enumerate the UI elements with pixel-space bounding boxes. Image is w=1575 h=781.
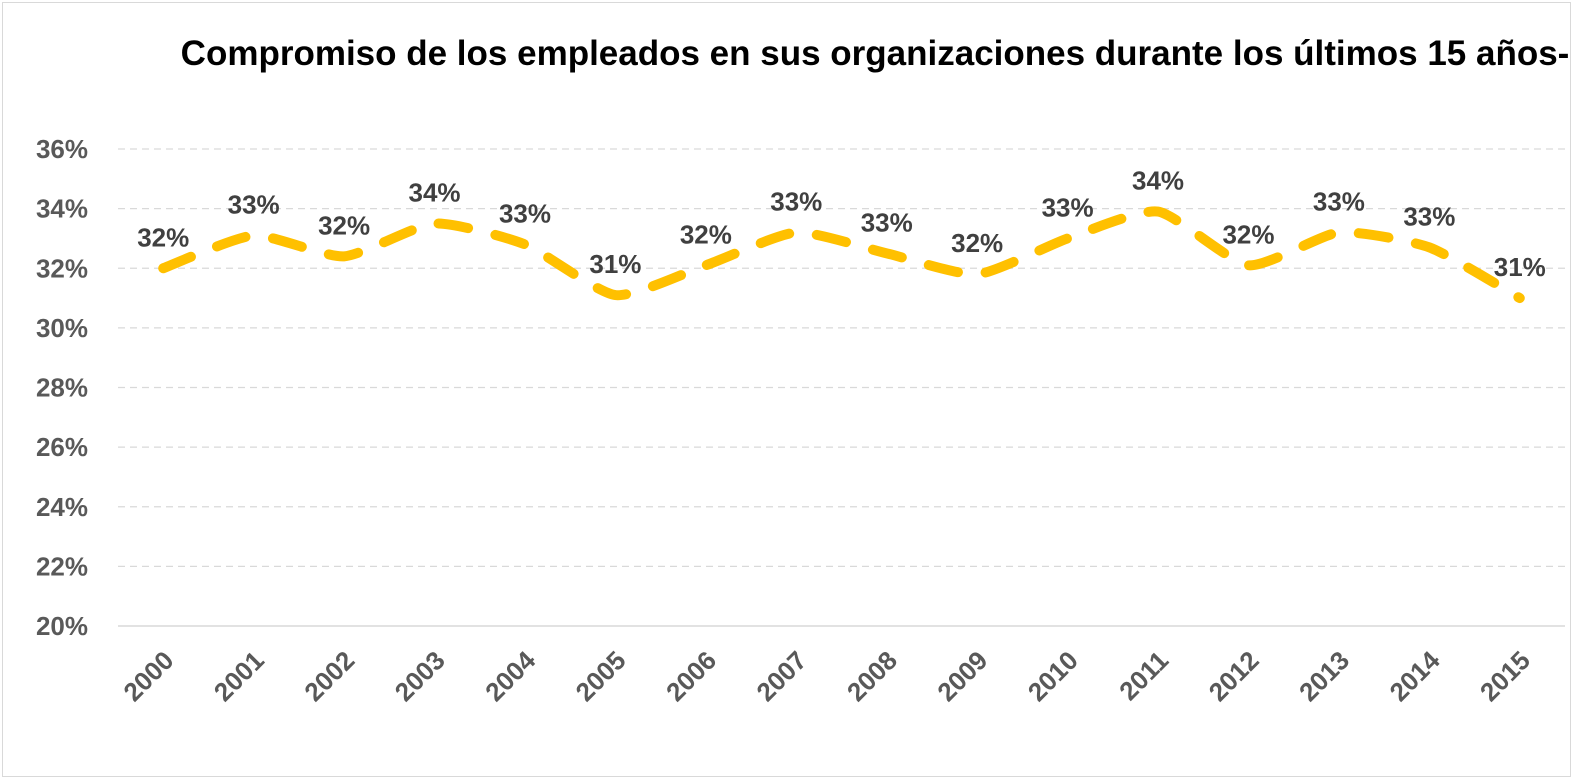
x-tick-label: 2008	[841, 645, 903, 707]
x-tick-label: 2015	[1474, 645, 1536, 707]
data-label: 32%	[680, 219, 732, 249]
x-tick-label: 2009	[931, 645, 993, 707]
x-tick-label: 2004	[479, 645, 541, 707]
data-labels: 32% 33% 32% 34% 33% 31% 32% 33% 33% 32% 33% 34% 32% 3…	[137, 166, 1546, 282]
data-label: 31%	[1494, 252, 1546, 282]
data-label: 34%	[409, 178, 461, 208]
y-tick-label: 32%	[36, 253, 88, 283]
data-label: 33%	[228, 189, 280, 219]
x-tick-label: 2007	[750, 645, 812, 707]
data-label: 32%	[318, 210, 370, 240]
y-axis: 20% 22% 24% 26% 28% 30% 32% 34% 36%	[36, 134, 88, 641]
x-tick-label: 2005	[570, 645, 632, 707]
y-tick-label: 30%	[36, 313, 88, 343]
x-tick-label: 2010	[1022, 645, 1084, 707]
y-tick-label: 24%	[36, 492, 88, 522]
x-tick-label: 2000	[117, 645, 179, 707]
data-label: 32%	[1222, 219, 1274, 249]
x-tick-label: 2003	[389, 645, 451, 707]
y-tick-label: 34%	[36, 194, 88, 224]
x-tick-label: 2012	[1203, 645, 1265, 707]
data-label: 33%	[1042, 192, 1094, 222]
data-label: 33%	[1403, 201, 1455, 231]
data-label: 34%	[1132, 166, 1184, 196]
y-tick-label: 28%	[36, 373, 88, 403]
y-tick-label: 22%	[36, 551, 88, 581]
y-tick-label: 26%	[36, 432, 88, 462]
x-tick-label: 2006	[660, 645, 722, 707]
x-tick-label: 2011	[1113, 645, 1174, 706]
x-tick-label: 2013	[1293, 645, 1355, 707]
gridlines	[118, 148, 1565, 627]
x-tick-label: 2014	[1383, 645, 1445, 707]
data-label: 33%	[861, 207, 913, 237]
data-label: 31%	[589, 249, 641, 279]
series-line	[158, 206, 1525, 304]
data-label: 33%	[1313, 186, 1365, 216]
x-axis: 2000 2001 2002 2003 2004 2005 2006 2007 2008 2009…	[117, 645, 1536, 707]
x-tick-label: 2002	[298, 645, 360, 707]
data-label: 32%	[137, 222, 189, 252]
x-tick-label: 2001	[208, 645, 270, 707]
data-label: 32%	[951, 228, 1003, 258]
chart-title: Compromiso de los empleados en sus organ…	[180, 34, 1570, 73]
data-label: 33%	[770, 186, 822, 216]
data-label: 33%	[499, 198, 551, 228]
y-tick-label: 20%	[36, 611, 88, 641]
y-tick-label: 36%	[36, 134, 88, 164]
